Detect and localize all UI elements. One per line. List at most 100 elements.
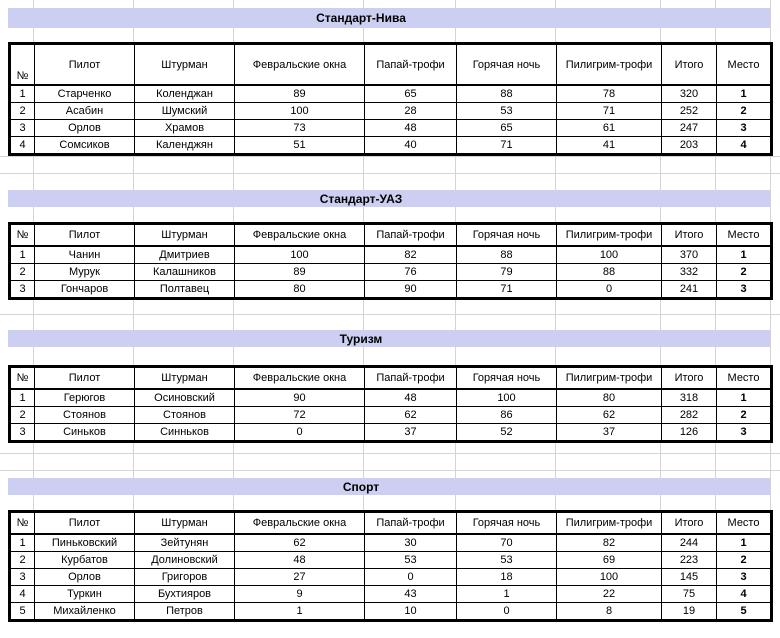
score-papay-trofi[interactable]: 65: [364, 84, 457, 103]
score-goryachaya-noch[interactable]: 18: [456, 568, 557, 586]
navigator-name[interactable]: Полтавец: [134, 280, 235, 299]
column-header-score-piligrim-trofi[interactable]: Пилигрим-трофи: [556, 366, 662, 390]
column-header-score-fevralskie-okna[interactable]: Февральские окна: [234, 511, 365, 535]
score-papay-trofi[interactable]: 43: [364, 585, 457, 603]
score-papay-trofi[interactable]: 40: [364, 136, 457, 155]
score-fevralskie-okna[interactable]: 48: [234, 551, 365, 569]
score-piligrim-trofi[interactable]: 0: [556, 280, 662, 299]
place[interactable]: 1: [716, 533, 772, 552]
place[interactable]: 4: [716, 585, 772, 603]
column-header-score-papay-trofi[interactable]: Папай-трофи: [364, 223, 457, 247]
score-goryachaya-noch[interactable]: 88: [456, 84, 557, 103]
column-header-total-score[interactable]: Итого: [661, 366, 717, 390]
total-score[interactable]: 241: [661, 280, 717, 299]
score-papay-trofi[interactable]: 62: [364, 406, 457, 424]
row-number[interactable]: 1: [9, 388, 35, 407]
score-goryachaya-noch[interactable]: 0: [456, 602, 557, 621]
score-fevralskie-okna[interactable]: 0: [234, 423, 365, 442]
total-score[interactable]: 223: [661, 551, 717, 569]
place[interactable]: 3: [716, 423, 772, 442]
place[interactable]: 5: [716, 602, 772, 621]
score-piligrim-trofi[interactable]: 41: [556, 136, 662, 155]
total-score[interactable]: 282: [661, 406, 717, 424]
category-title-band[interactable]: Стандарт-Нива: [8, 8, 770, 28]
column-header-score-piligrim-trofi[interactable]: Пилигрим-трофи: [556, 511, 662, 535]
column-header-place[interactable]: Место: [716, 43, 772, 86]
pilot-name[interactable]: Синьков: [34, 423, 135, 442]
column-header-score-piligrim-trofi[interactable]: Пилигрим-трофи: [556, 43, 662, 86]
score-papay-trofi[interactable]: 28: [364, 102, 457, 120]
total-score[interactable]: 252: [661, 102, 717, 120]
navigator-name[interactable]: Коленджан: [134, 84, 235, 103]
column-header-navigator-name[interactable]: Штурман: [134, 223, 235, 247]
column-header-place[interactable]: Место: [716, 511, 772, 535]
score-papay-trofi[interactable]: 30: [364, 533, 457, 552]
pilot-name[interactable]: Туркин: [34, 585, 135, 603]
total-score[interactable]: 145: [661, 568, 717, 586]
row-number[interactable]: 1: [9, 533, 35, 552]
row-number[interactable]: 3: [9, 280, 35, 299]
column-header-row-number[interactable]: №: [9, 366, 35, 390]
score-piligrim-trofi[interactable]: 78: [556, 84, 662, 103]
score-goryachaya-noch[interactable]: 86: [456, 406, 557, 424]
place[interactable]: 1: [716, 84, 772, 103]
column-header-score-papay-trofi[interactable]: Папай-трофи: [364, 43, 457, 86]
score-papay-trofi[interactable]: 82: [364, 245, 457, 264]
score-papay-trofi[interactable]: 48: [364, 388, 457, 407]
row-number[interactable]: 4: [9, 136, 35, 155]
score-fevralskie-okna[interactable]: 27: [234, 568, 365, 586]
total-score[interactable]: 19: [661, 602, 717, 621]
category-title-band[interactable]: Спорт: [8, 478, 770, 495]
place[interactable]: 2: [716, 263, 772, 281]
navigator-name[interactable]: Календжян: [134, 136, 235, 155]
score-fevralskie-okna[interactable]: 80: [234, 280, 365, 299]
navigator-name[interactable]: Синньков: [134, 423, 235, 442]
score-papay-trofi[interactable]: 48: [364, 119, 457, 137]
column-header-total-score[interactable]: Итого: [661, 223, 717, 247]
column-header-score-goryachaya-noch[interactable]: Горячая ночь: [456, 511, 557, 535]
pilot-name[interactable]: Гончаров: [34, 280, 135, 299]
total-score[interactable]: 126: [661, 423, 717, 442]
column-header-pilot-name[interactable]: Пилот: [34, 43, 135, 86]
pilot-name[interactable]: Орлов: [34, 568, 135, 586]
pilot-name[interactable]: Герюгов: [34, 388, 135, 407]
navigator-name[interactable]: Бухтияров: [134, 585, 235, 603]
score-goryachaya-noch[interactable]: 70: [456, 533, 557, 552]
pilot-name[interactable]: Орлов: [34, 119, 135, 137]
column-header-score-goryachaya-noch[interactable]: Горячая ночь: [456, 366, 557, 390]
navigator-name[interactable]: Григоров: [134, 568, 235, 586]
total-score[interactable]: 320: [661, 84, 717, 103]
row-number[interactable]: 4: [9, 585, 35, 603]
navigator-name[interactable]: Петров: [134, 602, 235, 621]
navigator-name[interactable]: Стоянов: [134, 406, 235, 424]
score-papay-trofi[interactable]: 53: [364, 551, 457, 569]
score-goryachaya-noch[interactable]: 65: [456, 119, 557, 137]
row-number[interactable]: 5: [9, 602, 35, 621]
column-header-score-fevralskie-okna[interactable]: Февральские окна: [234, 366, 365, 390]
pilot-name[interactable]: Асабин: [34, 102, 135, 120]
score-goryachaya-noch[interactable]: 88: [456, 245, 557, 264]
score-goryachaya-noch[interactable]: 100: [456, 388, 557, 407]
column-header-row-number[interactable]: №: [9, 223, 35, 247]
category-title-band[interactable]: Туризм: [8, 330, 770, 347]
score-fevralskie-okna[interactable]: 9: [234, 585, 365, 603]
score-goryachaya-noch[interactable]: 79: [456, 263, 557, 281]
score-piligrim-trofi[interactable]: 100: [556, 568, 662, 586]
pilot-name[interactable]: Михайленко: [34, 602, 135, 621]
place[interactable]: 3: [716, 119, 772, 137]
total-score[interactable]: 244: [661, 533, 717, 552]
score-piligrim-trofi[interactable]: 88: [556, 263, 662, 281]
column-header-score-goryachaya-noch[interactable]: Горячая ночь: [456, 223, 557, 247]
column-header-score-goryachaya-noch[interactable]: Горячая ночь: [456, 43, 557, 86]
navigator-name[interactable]: Зейтунян: [134, 533, 235, 552]
category-title-band[interactable]: Стандарт-УАЗ: [8, 190, 770, 207]
total-score[interactable]: 75: [661, 585, 717, 603]
place[interactable]: 2: [716, 406, 772, 424]
score-goryachaya-noch[interactable]: 53: [456, 551, 557, 569]
pilot-name[interactable]: Стоянов: [34, 406, 135, 424]
score-piligrim-trofi[interactable]: 69: [556, 551, 662, 569]
score-fevralskie-okna[interactable]: 72: [234, 406, 365, 424]
score-papay-trofi[interactable]: 37: [364, 423, 457, 442]
score-piligrim-trofi[interactable]: 37: [556, 423, 662, 442]
pilot-name[interactable]: Мурук: [34, 263, 135, 281]
